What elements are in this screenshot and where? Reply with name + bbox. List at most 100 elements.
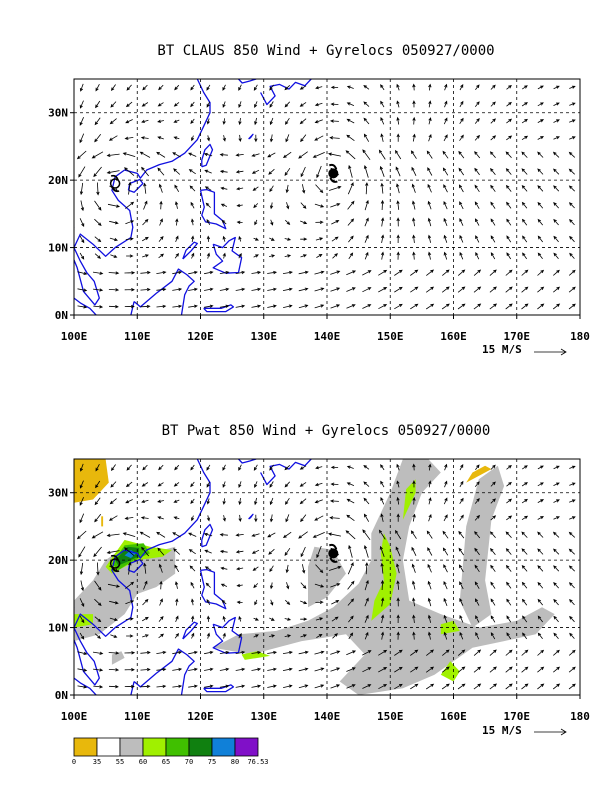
- coastline-segment: [74, 227, 100, 306]
- wind-arrow: [537, 151, 544, 158]
- wind-arrow: [396, 100, 400, 108]
- wind-arrow: [363, 165, 369, 178]
- wind-arrow: [537, 303, 545, 310]
- wind-arrow: [299, 465, 307, 470]
- wind-arrow: [396, 133, 400, 142]
- pwat-region: [101, 516, 104, 527]
- wind-arrow: [521, 168, 528, 175]
- wind-arrow: [253, 464, 258, 471]
- wind-arrow: [490, 547, 496, 556]
- wind-arrow: [459, 581, 464, 590]
- coastline-segment: [260, 79, 312, 106]
- wind-arrow: [235, 684, 246, 688]
- wind-arrow: [490, 101, 496, 107]
- wind-arrow: [175, 235, 179, 243]
- wind-arrow: [189, 185, 196, 192]
- wind-arrow: [380, 199, 385, 211]
- wind-arrow: [124, 651, 136, 655]
- wind-arrow: [428, 100, 432, 108]
- wind-arrow: [328, 532, 341, 537]
- wind-arrow: [569, 219, 575, 226]
- wind-arrow: [537, 632, 543, 640]
- wind-arrow: [490, 118, 496, 124]
- wind-arrow: [362, 270, 372, 276]
- wind-arrow: [316, 633, 323, 638]
- wind-arrow: [106, 550, 120, 554]
- wind-arrow: [521, 286, 529, 293]
- wind-arrow: [490, 481, 496, 487]
- wind-arrow: [505, 666, 513, 673]
- wind-arrow: [428, 480, 432, 488]
- wind-arrow: [379, 165, 385, 177]
- wind-arrow: [569, 516, 576, 520]
- wind-arrow: [537, 218, 544, 226]
- wind-arrow: [506, 118, 513, 124]
- wind-arrow: [443, 631, 448, 640]
- wind-arrow: [109, 118, 117, 125]
- colorbar-swatch: [188, 737, 213, 757]
- wind-arrow: [125, 499, 133, 504]
- coastline-segment: [74, 79, 211, 257]
- wind-arrow: [474, 598, 480, 606]
- coastline-segment: [212, 616, 243, 654]
- wind-arrow: [159, 200, 163, 210]
- wind-arrow: [158, 84, 164, 91]
- wind-arrow: [219, 650, 230, 655]
- wind-arrow: [298, 667, 309, 672]
- wind-arrow: [489, 666, 497, 673]
- wind-arrow: [553, 218, 559, 226]
- wind-arrow: [348, 544, 353, 558]
- wind-arrow: [269, 497, 274, 506]
- x-tick-label: 150E: [377, 330, 404, 343]
- wind-arrow: [236, 600, 243, 604]
- wind-arrow: [410, 269, 419, 276]
- wind-arrow: [204, 566, 212, 571]
- wind-arrow: [110, 464, 116, 472]
- wind-arrow: [474, 547, 480, 556]
- wind-arrow: [316, 165, 322, 179]
- wind-arrow: [94, 580, 102, 591]
- wind-arrow: [282, 270, 293, 275]
- wind-arrow: [474, 101, 480, 107]
- wind-arrow: [410, 303, 419, 310]
- wind-arrow: [394, 683, 403, 690]
- wind-arrow: [521, 482, 528, 487]
- wind-arrow: [553, 581, 559, 589]
- wind-arrow: [442, 530, 449, 539]
- wind-arrow: [396, 183, 400, 194]
- wind-arrow: [568, 202, 575, 209]
- wind-arrow: [521, 118, 528, 124]
- wind-arrow: [94, 218, 102, 227]
- wind-arrow: [314, 482, 323, 487]
- wind-arrow: [139, 151, 151, 158]
- x-tick-label: 110E: [124, 330, 151, 343]
- wind-arrow: [568, 269, 576, 276]
- wind-arrow: [284, 634, 292, 638]
- wind-arrow: [156, 151, 166, 158]
- wind-arrow: [459, 83, 464, 91]
- wind-arrow: [362, 667, 372, 673]
- wind-arrow: [253, 254, 259, 258]
- wind-arrow: [206, 218, 211, 225]
- wind-arrow: [442, 167, 449, 176]
- wind-arrow: [490, 84, 496, 90]
- wind-arrow: [427, 631, 432, 640]
- wind-arrow: [80, 580, 85, 592]
- wind-arrow: [364, 251, 369, 260]
- wind-arrow: [108, 305, 119, 309]
- x-tick-label: 170E: [504, 710, 531, 723]
- wind-arrow: [506, 581, 512, 589]
- wind-arrow: [380, 614, 385, 623]
- wind-arrow: [428, 463, 432, 471]
- wind-arrow: [254, 101, 258, 109]
- wind-arrow: [156, 304, 167, 309]
- wind-arrow: [188, 304, 198, 308]
- wind-arrow: [396, 251, 400, 260]
- wind-arrow: [284, 101, 290, 108]
- y-tick-label: 30N: [48, 107, 68, 120]
- wind-arrow: [190, 118, 195, 125]
- wind-arrow: [79, 463, 84, 472]
- wind-arrow: [443, 597, 448, 607]
- wind-arrow: [348, 632, 354, 640]
- wind-arrow: [173, 516, 180, 520]
